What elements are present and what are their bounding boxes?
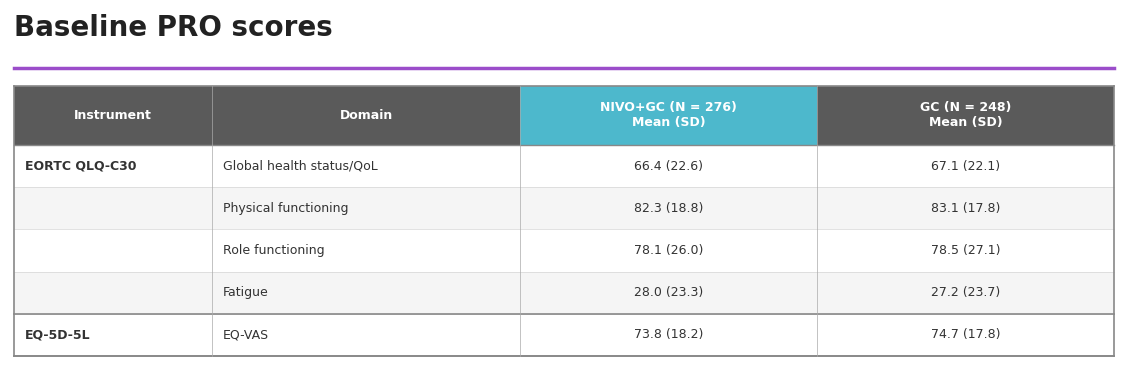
Bar	[212, 187, 520, 229]
Text: 74.7 (17.8): 74.7 (17.8)	[931, 328, 1001, 341]
Bar	[817, 272, 1114, 314]
Bar	[14, 272, 212, 314]
Bar	[817, 229, 1114, 272]
Bar	[520, 86, 817, 145]
Bar	[212, 86, 520, 145]
Text: Instrument: Instrument	[74, 109, 152, 122]
Text: NIVO+GC (N = 276)
Mean (SD): NIVO+GC (N = 276) Mean (SD)	[600, 101, 737, 130]
Bar	[212, 229, 520, 272]
Text: Baseline PRO scores: Baseline PRO scores	[14, 14, 333, 42]
Text: GC (N = 248)
Mean (SD): GC (N = 248) Mean (SD)	[919, 101, 1011, 130]
Text: 82.3 (18.8): 82.3 (18.8)	[634, 202, 703, 215]
Bar	[817, 145, 1114, 187]
Bar	[520, 187, 817, 229]
Text: EORTC QLQ-C30: EORTC QLQ-C30	[25, 160, 136, 173]
Bar	[520, 145, 817, 187]
Text: 78.5 (27.1): 78.5 (27.1)	[931, 244, 1001, 257]
Bar	[520, 314, 817, 356]
Bar	[817, 86, 1114, 145]
Text: 83.1 (17.8): 83.1 (17.8)	[931, 202, 1001, 215]
Bar	[212, 145, 520, 187]
Bar	[14, 86, 212, 145]
Text: 28.0 (23.3): 28.0 (23.3)	[634, 286, 703, 299]
Bar	[14, 229, 212, 272]
Bar	[817, 314, 1114, 356]
Text: EQ-VAS: EQ-VAS	[223, 328, 270, 341]
Text: 78.1 (26.0): 78.1 (26.0)	[634, 244, 703, 257]
Bar	[14, 145, 212, 187]
Bar	[212, 314, 520, 356]
Text: Domain: Domain	[340, 109, 393, 122]
Bar	[520, 272, 817, 314]
Bar	[14, 187, 212, 229]
Text: Global health status/QoL: Global health status/QoL	[223, 160, 378, 173]
Text: EQ-5D-5L: EQ-5D-5L	[25, 328, 91, 341]
Text: 66.4 (22.6): 66.4 (22.6)	[634, 160, 703, 173]
Bar	[14, 314, 212, 356]
Bar	[520, 229, 817, 272]
Text: Physical functioning: Physical functioning	[223, 202, 349, 215]
Text: Fatigue: Fatigue	[223, 286, 268, 299]
Text: Role functioning: Role functioning	[223, 244, 325, 257]
Bar	[212, 272, 520, 314]
Text: 27.2 (23.7): 27.2 (23.7)	[931, 286, 1001, 299]
Text: 67.1 (22.1): 67.1 (22.1)	[931, 160, 1001, 173]
Text: 73.8 (18.2): 73.8 (18.2)	[634, 328, 703, 341]
Bar	[817, 187, 1114, 229]
